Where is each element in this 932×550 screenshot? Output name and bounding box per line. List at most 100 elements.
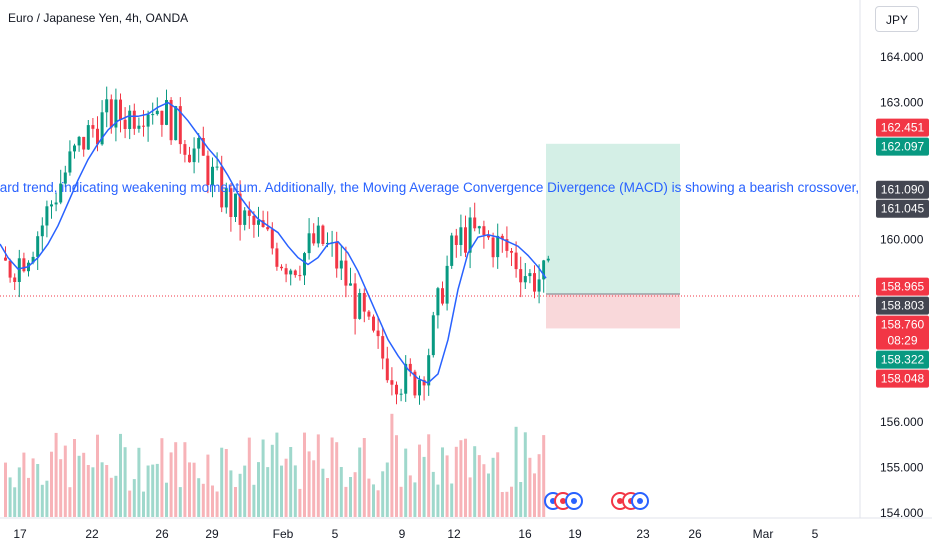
candle-body <box>4 257 7 261</box>
candle-body <box>362 293 366 312</box>
candle-body <box>201 138 205 156</box>
volume-bar <box>151 464 155 517</box>
volume-bar <box>257 462 260 517</box>
volume-bar <box>261 439 265 517</box>
volume-bar <box>303 432 306 517</box>
currency-button[interactable]: JPY <box>875 6 919 32</box>
volume-bar <box>183 442 187 517</box>
candle-body <box>454 235 458 245</box>
volume-bar <box>45 480 49 517</box>
price-badge <box>876 118 929 137</box>
volume-bar <box>408 475 412 517</box>
volume-bar <box>316 434 320 517</box>
candle-body <box>146 114 150 127</box>
volume-bar <box>13 487 17 517</box>
volume-bar <box>450 483 454 517</box>
candle-body <box>450 235 454 266</box>
volume-bar <box>344 486 348 517</box>
volume-bar <box>326 478 329 517</box>
volume-bar <box>284 458 288 517</box>
candle-body <box>22 258 26 272</box>
volume-bar <box>335 442 339 517</box>
candle-body <box>59 183 63 203</box>
candle-body <box>280 266 283 269</box>
volume-bar <box>211 485 214 517</box>
time-tick-label: 22 <box>85 527 99 541</box>
candle-body <box>303 253 306 276</box>
volume-bar <box>395 435 398 517</box>
volume-bar <box>77 455 81 517</box>
volume-bar <box>68 487 72 517</box>
volume-bar <box>252 484 256 517</box>
time-tick-label: 17 <box>13 527 27 541</box>
volume-bar <box>22 452 26 517</box>
volume-bar <box>372 484 375 517</box>
volume-bar <box>100 462 104 517</box>
candle-body <box>160 110 164 125</box>
candle-body <box>155 110 159 115</box>
volume-bar <box>349 477 352 517</box>
price-tick-label: 160.000 <box>880 232 924 246</box>
candle-body <box>128 110 132 129</box>
candle-body <box>427 355 431 386</box>
price-tick-label: 163.000 <box>880 96 924 110</box>
volume-bar <box>215 491 219 517</box>
candle-body <box>142 125 145 127</box>
time-tick-label: 9 <box>399 527 406 541</box>
volume-bar <box>505 491 509 517</box>
volume-bar <box>510 486 513 517</box>
volume-bar <box>542 435 546 517</box>
candle-body <box>86 125 90 150</box>
candle-body <box>464 227 467 253</box>
candle-body <box>197 138 201 149</box>
candle-body <box>321 225 325 244</box>
volume-bar <box>50 451 53 517</box>
volume-bar <box>82 452 86 517</box>
candle-body <box>229 188 233 217</box>
candle-body <box>523 276 527 283</box>
candle-body <box>68 151 72 173</box>
candle-body <box>312 233 316 244</box>
candle-body <box>408 363 412 372</box>
candle-body <box>224 188 228 208</box>
candle-body <box>335 242 339 269</box>
volume-bar <box>441 447 444 517</box>
time-tick-label: Mar <box>753 527 774 541</box>
candle-body <box>496 235 500 258</box>
moving-average-line <box>0 101 547 384</box>
candle-body <box>487 234 490 238</box>
volume-bar <box>390 413 394 517</box>
volume-bar <box>427 434 431 517</box>
candle-body <box>31 256 35 263</box>
price-badge <box>876 180 929 199</box>
candle-body <box>96 128 99 145</box>
candle-body <box>82 136 86 150</box>
candle-body <box>404 363 408 394</box>
volume-bar <box>178 487 182 517</box>
candle-body <box>238 193 242 225</box>
volume-bar <box>537 454 541 517</box>
price-badge-label: 158.322 <box>881 353 925 367</box>
idea-text: ward trend, indicating weakening momentu… <box>0 180 860 195</box>
volume-bar <box>353 472 357 517</box>
candle-body <box>385 358 389 381</box>
price-tick-label: 155.000 <box>880 460 924 474</box>
candle-body <box>491 237 495 258</box>
candle-body <box>73 145 76 152</box>
candle-body <box>183 144 187 155</box>
volume-bar <box>500 492 504 517</box>
candle-body <box>367 311 371 317</box>
candle-body <box>165 100 168 125</box>
candle-body <box>468 217 472 253</box>
candle-body <box>316 225 320 244</box>
volume-bar <box>376 490 380 517</box>
volume-bar <box>464 438 467 517</box>
candle-body <box>36 236 40 257</box>
candle-body <box>339 260 343 269</box>
candle-body <box>114 99 118 128</box>
volume-bar <box>293 465 297 517</box>
candle-body <box>275 248 279 267</box>
candle-body <box>431 315 435 356</box>
